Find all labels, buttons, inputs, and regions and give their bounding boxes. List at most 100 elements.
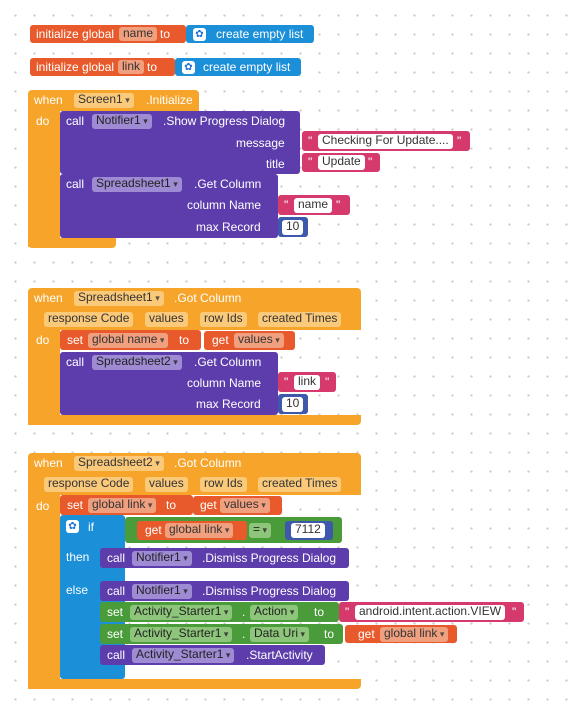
set-global-name-block[interactable]: set global name to <box>60 330 201 350</box>
to-keyword: to <box>324 627 335 641</box>
start-activity-call[interactable]: call Activity_Starter1 .StartActivity <box>100 645 325 665</box>
title-param: title <box>266 157 285 171</box>
param-row-ids[interactable]: row Ids <box>200 312 247 327</box>
spreadsheet2-got-column-event[interactable]: when Spreadsheet2 .Got Column response C… <box>28 453 361 495</box>
values-dropdown[interactable]: values <box>234 333 284 348</box>
activity-starter-dropdown[interactable]: Activity_Starter1 <box>132 648 235 663</box>
title-text-field[interactable]: Update <box>318 155 365 170</box>
spreadsheet1-dropdown[interactable]: Spreadsheet1 <box>74 291 164 306</box>
compare-block[interactable]: get global link = 7112 <box>125 517 342 543</box>
dot-separator: . <box>242 627 246 641</box>
set-activity-datauri-block[interactable]: set Activity_Starter1 . Data Uri to <box>100 624 343 644</box>
action-text-block[interactable]: " android.intent.action.VIEW " <box>339 602 524 622</box>
global-init-name-block[interactable]: initialize global name to <box>30 25 186 43</box>
quote-close: " <box>512 605 517 619</box>
values-dropdown[interactable]: values <box>220 498 270 513</box>
global-link-dropdown[interactable]: global link <box>88 498 157 513</box>
to-keyword: to <box>179 333 190 347</box>
title-text-block[interactable]: " Update " <box>302 153 380 172</box>
event-name: .Got Column <box>174 456 242 470</box>
gear-icon[interactable]: ✿ <box>193 28 206 41</box>
screen1-initialize-event[interactable]: when Screen1 .Initialize <box>28 90 199 111</box>
message-text-block[interactable]: " Checking For Update.... " <box>302 131 470 151</box>
message-text-field[interactable]: Checking For Update.... <box>318 134 453 149</box>
else-notifier-dismiss-call[interactable]: call Notifier1 .Dismiss Progress Dialog <box>100 581 349 601</box>
column-name-field[interactable]: link <box>294 375 321 390</box>
when-keyword: when <box>34 93 63 107</box>
initialize-global-keyword: initialize global <box>36 27 115 41</box>
action-property-dropdown[interactable]: Action <box>250 605 299 620</box>
param-values[interactable]: values <box>145 477 188 492</box>
get-values-block[interactable]: get values <box>204 331 295 350</box>
set-keyword: set <box>107 605 124 619</box>
max-record-number-block[interactable]: 10 <box>278 217 308 237</box>
spreadsheet2-get-column-call[interactable]: call Spreadsheet2 .Get Column column Nam… <box>60 352 278 415</box>
when-keyword: when <box>34 291 63 305</box>
quote-close: " <box>457 134 462 148</box>
number-field[interactable]: 7112 <box>291 523 325 538</box>
datauri-property-dropdown[interactable]: Data Uri <box>250 627 310 642</box>
set-keyword: set <box>67 498 84 512</box>
global-link-dropdown[interactable]: global link <box>380 627 449 642</box>
global-link-dropdown[interactable]: global link <box>165 523 234 538</box>
get-global-link-block[interactable]: get global link <box>345 625 457 643</box>
method-name: .StartActivity <box>246 648 313 662</box>
get-global-link-block[interactable]: get global link <box>137 521 247 540</box>
column-name-text-block[interactable]: " link " <box>278 372 336 392</box>
param-values[interactable]: values <box>145 312 188 327</box>
event-bottom-bar <box>28 679 361 689</box>
create-empty-list-block[interactable]: ✿ create empty list <box>175 58 301 76</box>
spreadsheet1-got-column-event[interactable]: when Spreadsheet1 .Got Column response C… <box>28 288 361 330</box>
number-block[interactable]: 7112 <box>285 521 333 540</box>
event-bottom-bar <box>28 238 116 248</box>
max-record-number-block[interactable]: 10 <box>278 394 308 414</box>
param-response-code[interactable]: response Code <box>44 477 134 492</box>
param-response-code[interactable]: response Code <box>44 312 134 327</box>
activity-starter-dropdown[interactable]: Activity_Starter1 <box>130 605 233 620</box>
column-name-field[interactable]: name <box>294 198 333 213</box>
create-empty-list-label: create empty list <box>203 60 291 74</box>
get-keyword: get <box>145 523 162 537</box>
notifier1-dropdown[interactable]: Notifier1 <box>132 551 192 566</box>
param-created-times[interactable]: created Times <box>258 312 342 327</box>
create-empty-list-block[interactable]: ✿ create empty list <box>186 25 314 43</box>
notifier1-dropdown[interactable]: Notifier1 <box>92 114 152 129</box>
equals-operator-dropdown[interactable]: = <box>249 523 272 538</box>
set-activity-action-block[interactable]: set Activity_Starter1 . Action to <box>100 602 339 622</box>
get-values-block[interactable]: get values <box>193 496 282 515</box>
quote-open: " <box>284 375 289 389</box>
action-text-field[interactable]: android.intent.action.VIEW <box>355 605 506 620</box>
then-notifier-dismiss-call[interactable]: call Notifier1 .Dismiss Progress Dialog <box>100 548 349 568</box>
set-keyword: set <box>107 627 124 641</box>
max-record-field[interactable]: 10 <box>282 220 304 235</box>
global-name-field[interactable]: name <box>119 27 158 41</box>
else-keyword: else <box>66 583 89 597</box>
event-name: .Got Column <box>174 291 242 305</box>
activity-starter-dropdown[interactable]: Activity_Starter1 <box>130 627 233 642</box>
method-name: .Dismiss Progress Dialog <box>202 551 337 565</box>
param-row-ids[interactable]: row Ids <box>200 477 247 492</box>
then-keyword: then <box>66 550 90 564</box>
quote-close: " <box>325 375 330 389</box>
gear-icon[interactable]: ✿ <box>182 61 195 74</box>
column-name-text-block[interactable]: " name " <box>278 195 350 215</box>
gear-icon[interactable]: ✿ <box>66 520 79 533</box>
do-keyword: do <box>36 114 50 128</box>
quote-close: " <box>336 198 341 212</box>
set-global-link-block[interactable]: set global link to <box>60 495 193 515</box>
global-link-field[interactable]: link <box>118 60 145 74</box>
spreadsheet2-dropdown[interactable]: Spreadsheet2 <box>74 456 164 471</box>
global-name-dropdown[interactable]: global name <box>88 333 169 348</box>
global-init-link-block[interactable]: initialize global link to <box>30 58 175 76</box>
param-created-times[interactable]: created Times <box>258 477 342 492</box>
quote-open: " <box>308 155 313 169</box>
max-record-field[interactable]: 10 <box>282 397 304 412</box>
screen1-dropdown[interactable]: Screen1 <box>74 93 134 108</box>
spreadsheet1-get-column-call[interactable]: call Spreadsheet1 .Get Column column Nam… <box>60 174 278 238</box>
notifier-show-progress-dialog-call[interactable]: call Notifier1 .Show Progress Dialog mes… <box>60 111 300 174</box>
set-keyword: set <box>67 333 84 347</box>
notifier1-dropdown[interactable]: Notifier1 <box>132 584 192 599</box>
message-param: message <box>236 136 285 150</box>
spreadsheet2-dropdown[interactable]: Spreadsheet2 <box>92 355 182 370</box>
spreadsheet1-dropdown[interactable]: Spreadsheet1 <box>92 177 182 192</box>
